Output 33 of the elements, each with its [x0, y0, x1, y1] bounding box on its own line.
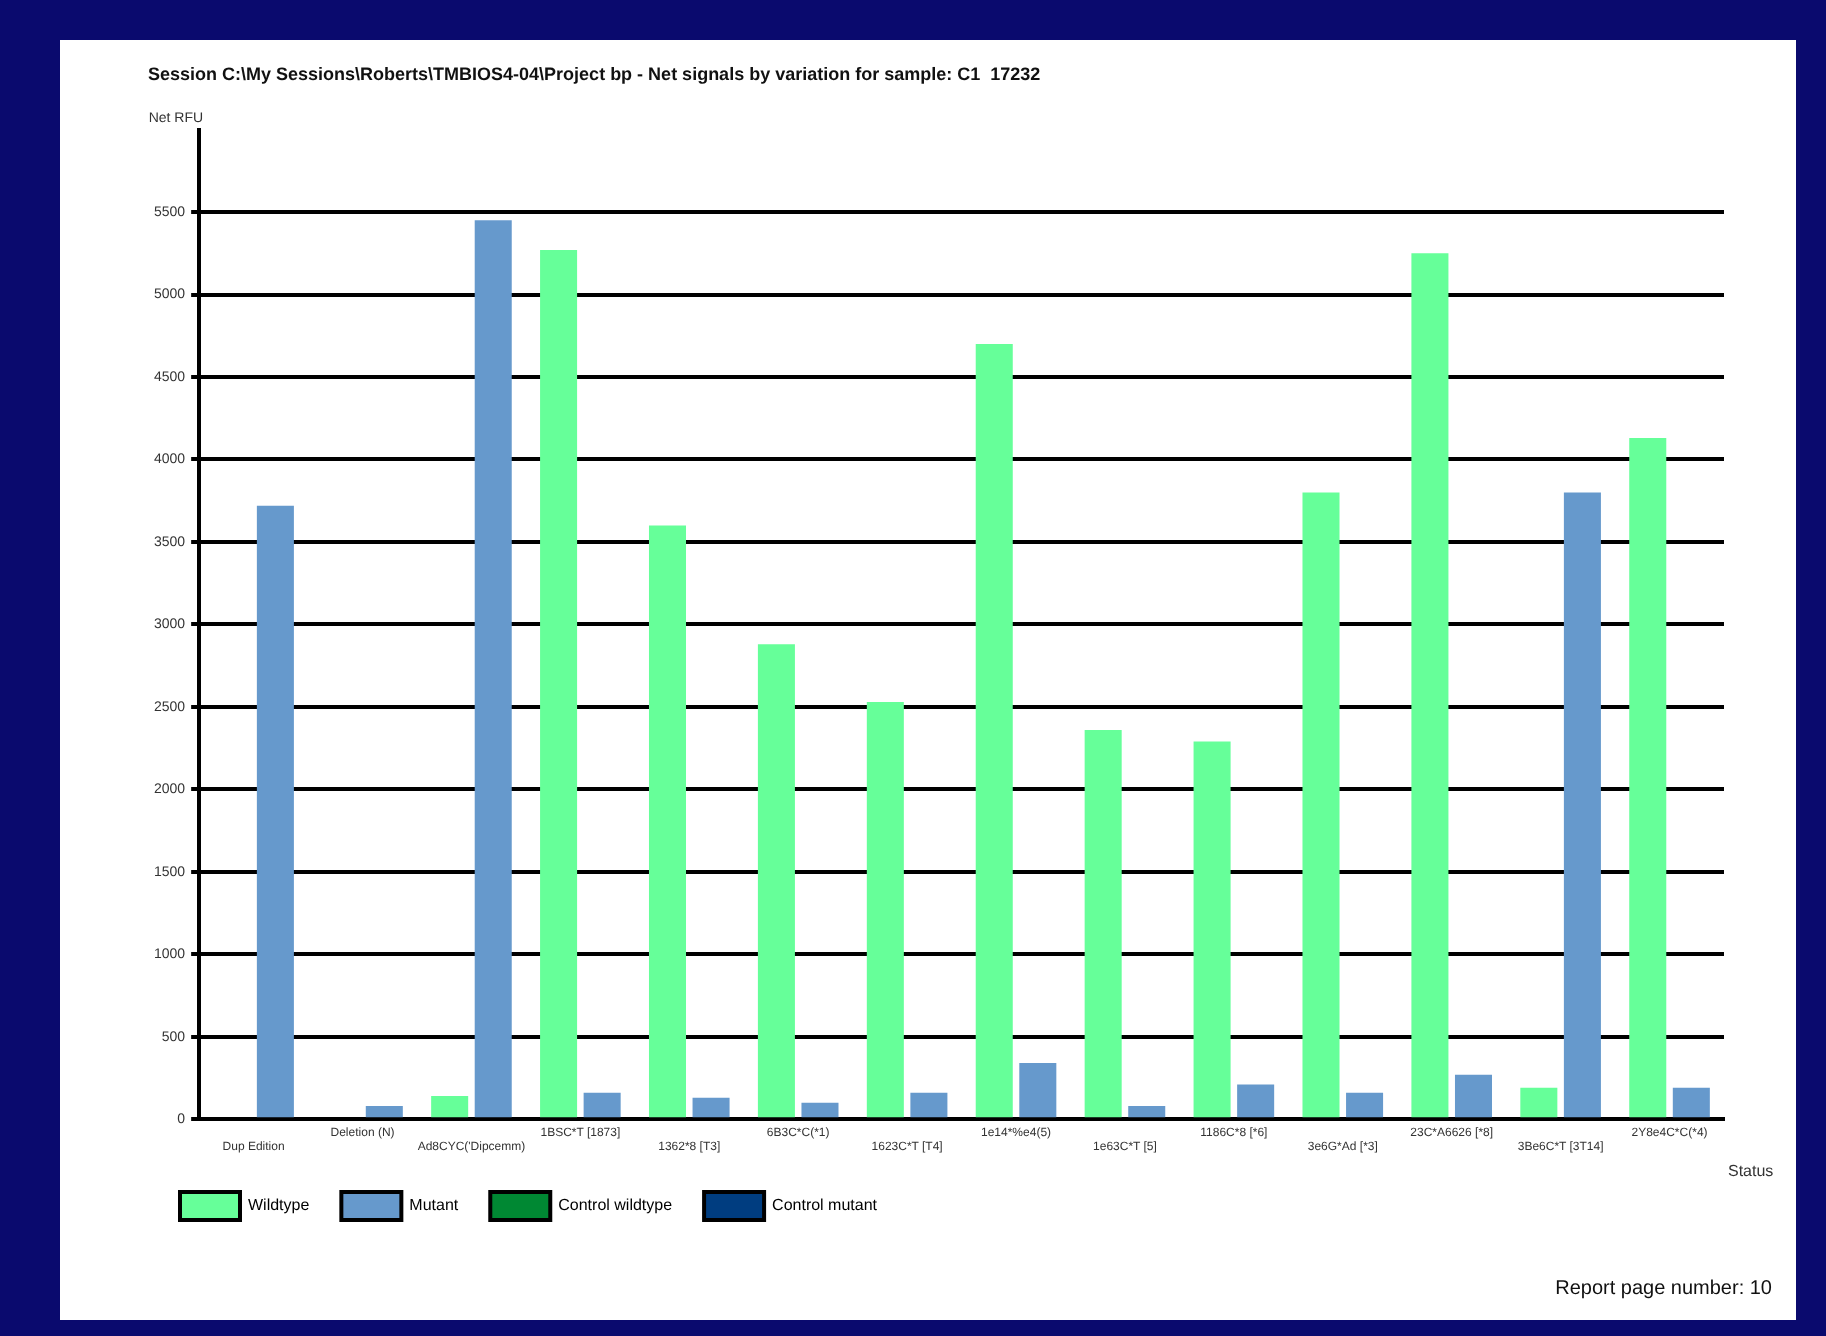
bar: [431, 1096, 469, 1118]
bar: [1454, 1074, 1492, 1118]
bar: [1019, 1063, 1057, 1118]
legend-label: Control wildtype: [558, 1196, 674, 1215]
bar: [1346, 1092, 1384, 1118]
bar: [801, 1102, 839, 1118]
bar: [648, 525, 687, 1118]
bar: [474, 220, 512, 1118]
legend-label: Wildtype: [248, 1196, 311, 1215]
bar: [1672, 1087, 1710, 1118]
legend-label: Control mutant: [772, 1196, 879, 1215]
bar: [1411, 253, 1449, 1118]
bar: [1302, 492, 1340, 1118]
legend-label: Mutant: [409, 1196, 460, 1215]
bar: [1520, 1087, 1558, 1118]
bar: [910, 1092, 948, 1118]
text: Report page number: 10: [1555, 1278, 1772, 1300]
bar: [1563, 492, 1601, 1118]
bar: [975, 344, 1013, 1118]
bar: [1193, 741, 1231, 1118]
bar: [1237, 1084, 1275, 1118]
bar: [583, 1092, 621, 1118]
bar: [866, 701, 904, 1118]
bar: [692, 1097, 730, 1118]
bar: [540, 250, 578, 1118]
bar: [1084, 729, 1122, 1118]
chart-title: Session C:\My Sessions\Roberts\TMBIOS4-04\Project bp - Net signals by variation for sample: C1 17232: [148, 63, 1041, 84]
bar: [256, 505, 294, 1118]
bar: [365, 1106, 403, 1118]
bar: [1629, 438, 1667, 1118]
bar: [757, 644, 795, 1118]
x-axis-title: Status: [1728, 1161, 1774, 1180]
bar: [1128, 1106, 1166, 1118]
